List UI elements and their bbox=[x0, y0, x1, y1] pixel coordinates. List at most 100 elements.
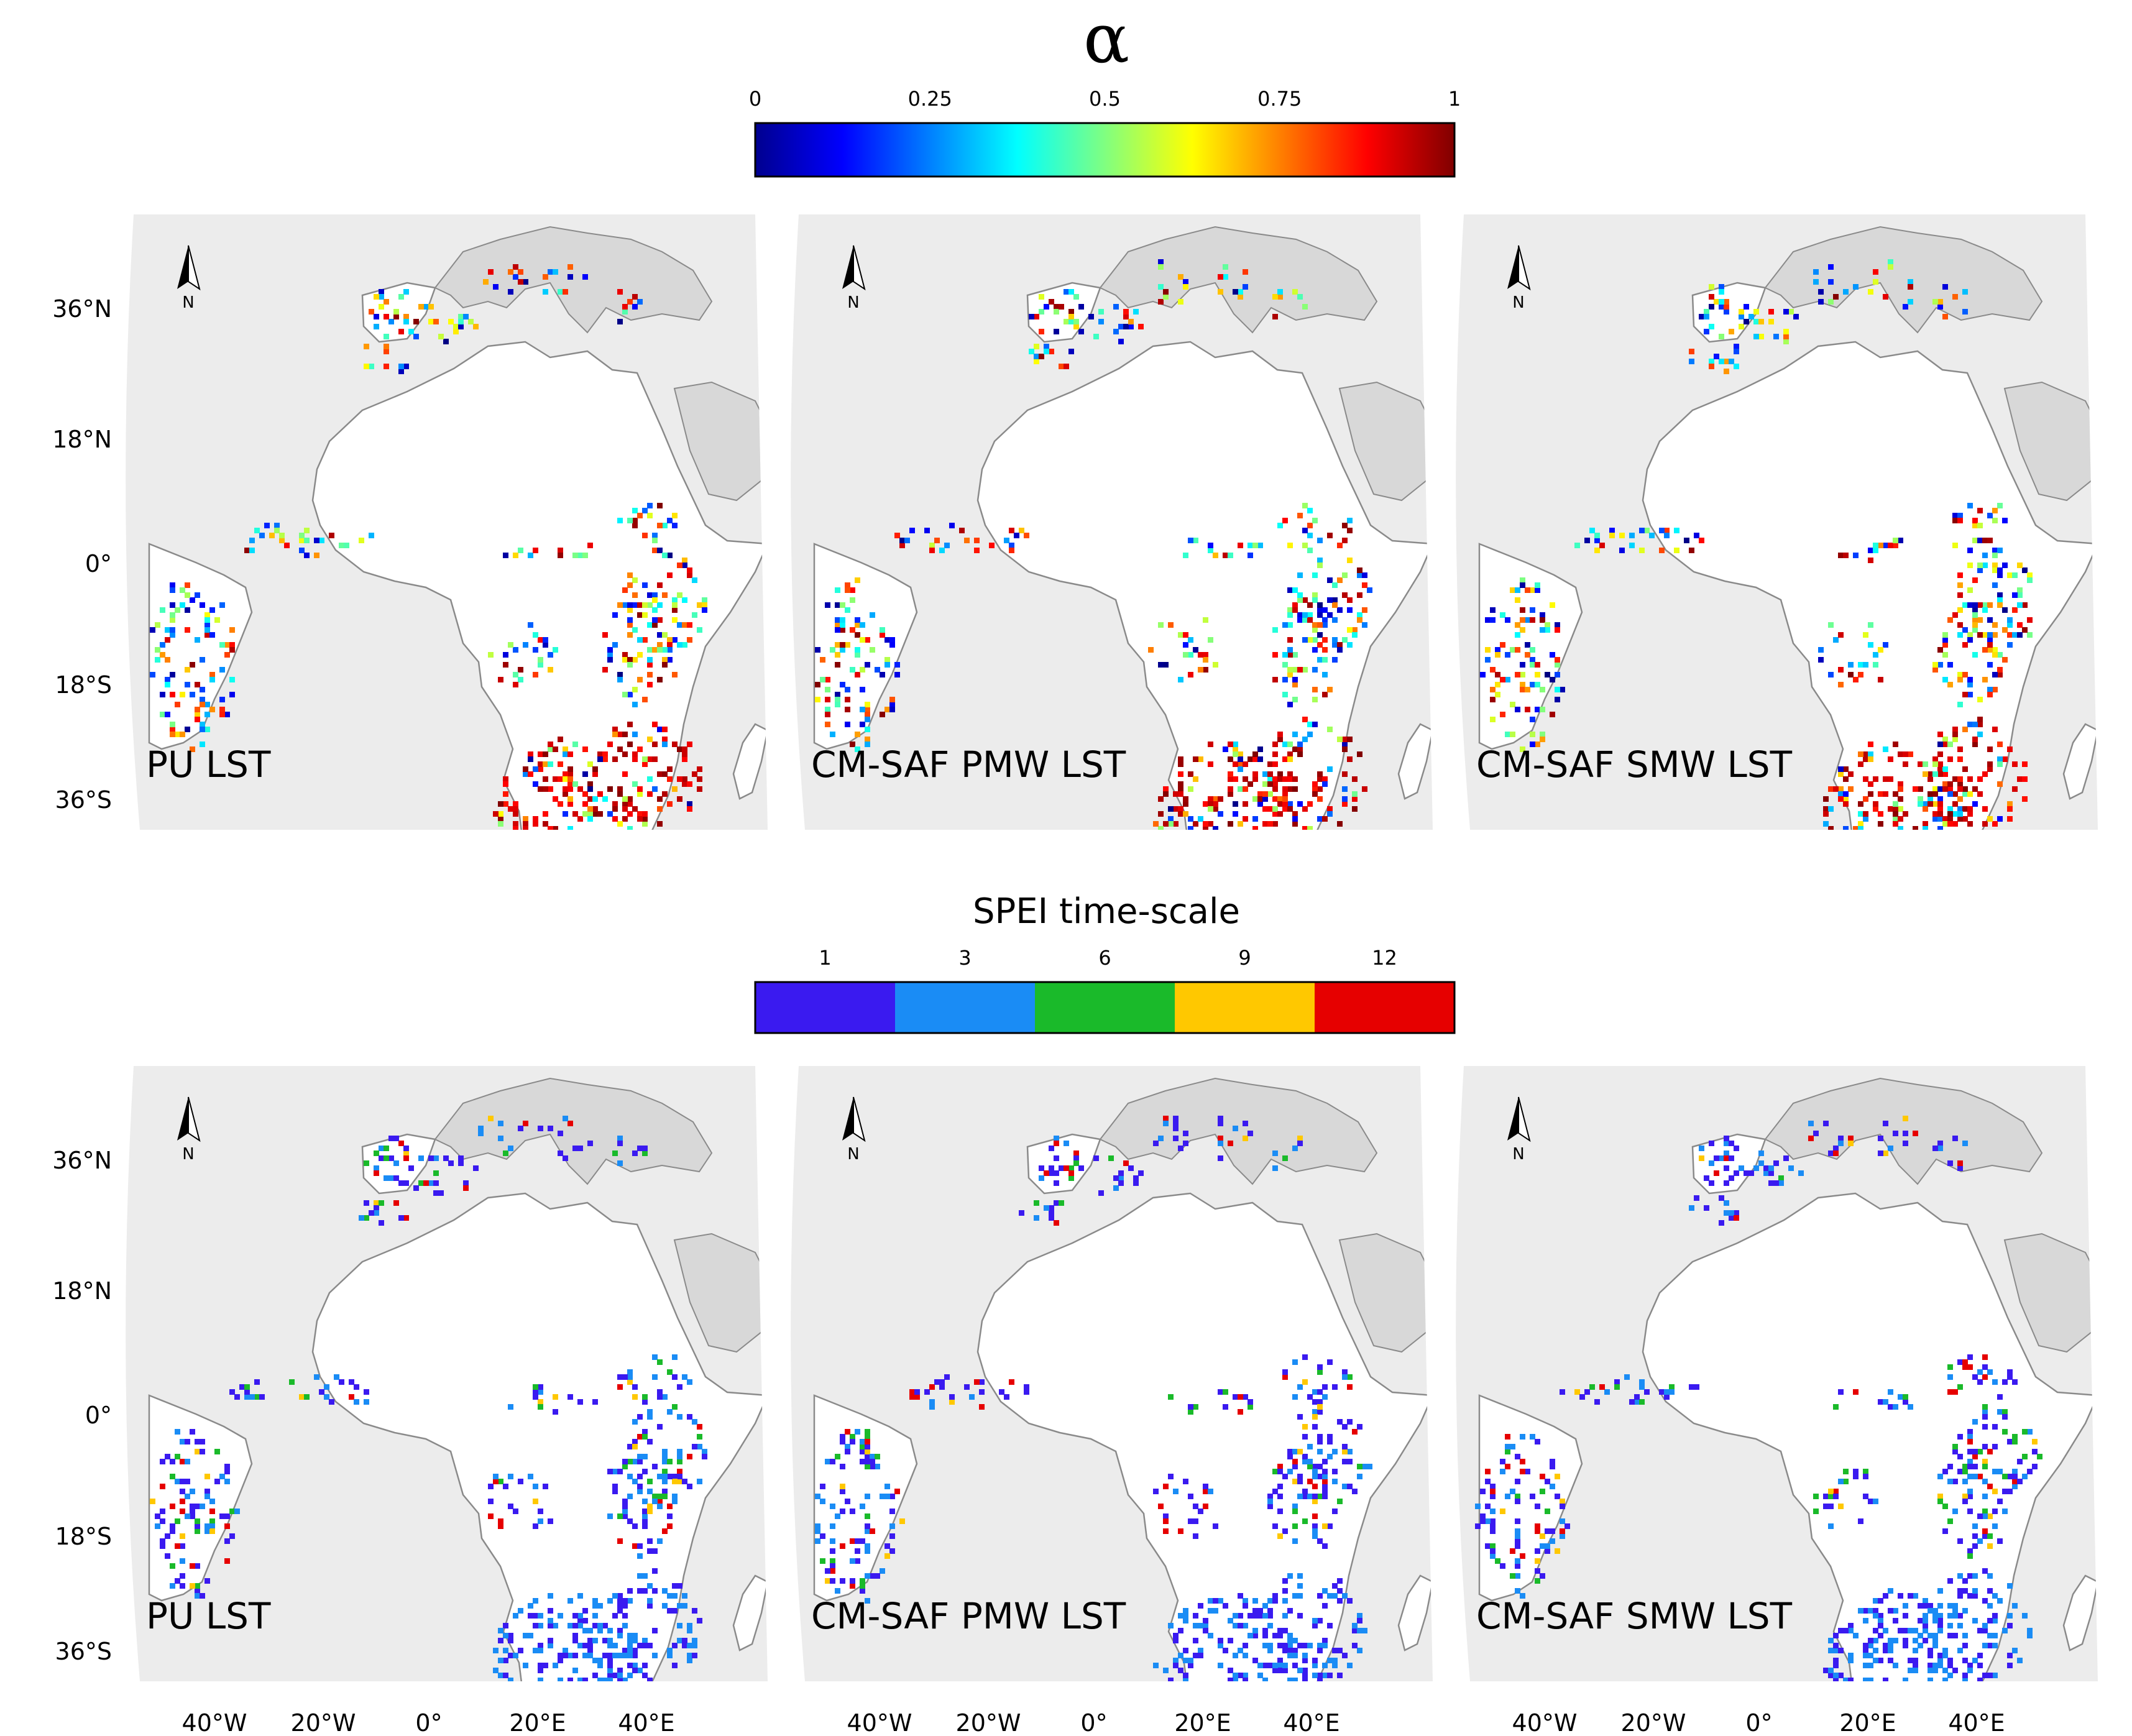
data-pixel bbox=[1619, 548, 1625, 553]
data-pixel bbox=[1272, 781, 1278, 787]
data-pixel bbox=[1362, 582, 1367, 588]
data-pixel bbox=[180, 587, 185, 593]
data-pixel bbox=[1238, 876, 1243, 881]
data-pixel bbox=[403, 319, 409, 324]
data-pixel bbox=[1992, 622, 1998, 628]
data-pixel bbox=[1257, 746, 1263, 752]
data-pixel bbox=[1918, 1712, 1923, 1718]
data-pixel bbox=[229, 1533, 235, 1539]
data-pixel bbox=[229, 642, 235, 648]
data-pixel bbox=[443, 1155, 449, 1161]
data-pixel bbox=[1898, 786, 1903, 792]
data-pixel bbox=[553, 1663, 558, 1668]
data-pixel bbox=[1044, 344, 1049, 349]
data-pixel bbox=[1853, 1474, 1859, 1479]
data-pixel bbox=[1883, 1150, 1888, 1156]
data-pixel bbox=[2027, 1469, 2033, 1474]
data-pixel bbox=[533, 766, 538, 772]
data-pixel bbox=[1223, 861, 1228, 866]
data-pixel bbox=[1352, 1623, 1358, 1628]
data-pixel bbox=[582, 1702, 588, 1708]
data-pixel bbox=[1168, 861, 1174, 866]
data-pixel bbox=[1515, 1518, 1520, 1524]
data-pixel bbox=[1347, 756, 1353, 762]
data-pixel bbox=[150, 627, 155, 633]
data-pixel bbox=[1987, 662, 1993, 668]
data-pixel bbox=[612, 1673, 618, 1678]
data-pixel bbox=[1555, 672, 1560, 677]
data-pixel bbox=[597, 811, 603, 817]
data-pixel bbox=[1903, 1399, 1908, 1405]
data-pixel bbox=[865, 1528, 870, 1534]
data-pixel bbox=[155, 622, 160, 628]
data-pixel bbox=[1992, 1633, 1998, 1638]
data-pixel bbox=[662, 1469, 668, 1474]
data-pixel bbox=[1977, 1449, 1983, 1454]
data-pixel bbox=[1515, 1499, 1520, 1504]
data-pixel bbox=[1312, 791, 1318, 797]
data-pixel bbox=[1337, 543, 1343, 548]
data-pixel bbox=[1903, 1643, 1908, 1648]
data-pixel bbox=[885, 1553, 890, 1559]
data-pixel bbox=[1198, 652, 1203, 658]
data-pixel bbox=[1243, 816, 1248, 822]
data-pixel bbox=[1574, 1389, 1580, 1395]
data-pixel bbox=[1838, 1683, 1844, 1688]
data-pixel bbox=[1505, 732, 1510, 737]
data-pixel bbox=[1932, 1663, 1938, 1668]
data-pixel bbox=[508, 1683, 513, 1688]
data-pixel bbox=[1287, 543, 1293, 548]
data-pixel bbox=[1609, 533, 1615, 538]
data-pixel bbox=[165, 1454, 170, 1459]
data-pixel bbox=[1932, 876, 1938, 881]
data-pixel bbox=[1992, 1379, 1998, 1385]
data-pixel bbox=[682, 558, 687, 563]
data-pixel bbox=[830, 647, 835, 653]
data-pixel bbox=[602, 876, 608, 881]
data-pixel bbox=[513, 821, 518, 827]
data-pixel bbox=[1937, 1628, 1943, 1633]
data-pixel bbox=[513, 274, 518, 280]
data-pixel bbox=[1188, 1409, 1193, 1415]
data-pixel bbox=[1888, 1404, 1893, 1410]
data-pixel bbox=[1257, 796, 1263, 802]
data-pixel bbox=[1312, 1494, 1318, 1499]
data-pixel bbox=[493, 846, 499, 852]
data-pixel bbox=[682, 563, 687, 568]
data-pixel bbox=[657, 642, 663, 648]
lon-label: 40°W bbox=[182, 1709, 247, 1736]
data-pixel bbox=[185, 1513, 190, 1519]
data-pixel bbox=[538, 1126, 543, 1131]
data-pixel bbox=[662, 647, 668, 653]
data-pixels bbox=[815, 259, 1372, 881]
data-pixel bbox=[1838, 682, 1844, 687]
data-pixel bbox=[1267, 791, 1273, 797]
data-pixel bbox=[1724, 359, 1729, 364]
data-pixel bbox=[1957, 1573, 1963, 1579]
data-pixel bbox=[1362, 1628, 1367, 1633]
data-pixel bbox=[518, 279, 523, 285]
data-pixel bbox=[1188, 1494, 1193, 1499]
data-pixel bbox=[1322, 657, 1328, 663]
data-pixel bbox=[2022, 567, 2028, 573]
data-pixel bbox=[1297, 597, 1303, 603]
data-pixel bbox=[850, 597, 855, 603]
panel-label: CM-SAF PMW LST bbox=[811, 1595, 1126, 1637]
data-pixel bbox=[1073, 1150, 1079, 1156]
data-pixel bbox=[1292, 861, 1298, 866]
data-pixel bbox=[2007, 1653, 2013, 1658]
lon-label: 20°W bbox=[956, 1709, 1021, 1736]
data-pixel bbox=[508, 806, 513, 812]
data-pixel bbox=[1952, 821, 1958, 827]
data-pixel bbox=[538, 1518, 543, 1524]
data-pixel bbox=[1932, 1613, 1938, 1619]
data-pixel bbox=[1178, 1653, 1183, 1658]
data-pixel bbox=[617, 1538, 623, 1544]
data-pixel bbox=[563, 901, 568, 906]
data-pixel bbox=[687, 806, 692, 812]
data-pixel bbox=[2017, 1658, 2023, 1663]
data-pixel bbox=[1848, 786, 1854, 792]
data-pixel bbox=[1962, 786, 1968, 792]
data-pixel bbox=[1932, 836, 1938, 842]
data-pixel bbox=[1515, 587, 1520, 593]
